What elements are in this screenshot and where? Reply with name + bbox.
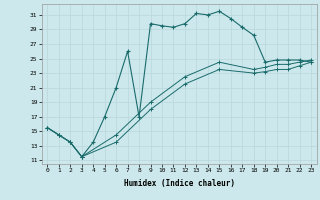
X-axis label: Humidex (Indice chaleur): Humidex (Indice chaleur) [124, 179, 235, 188]
